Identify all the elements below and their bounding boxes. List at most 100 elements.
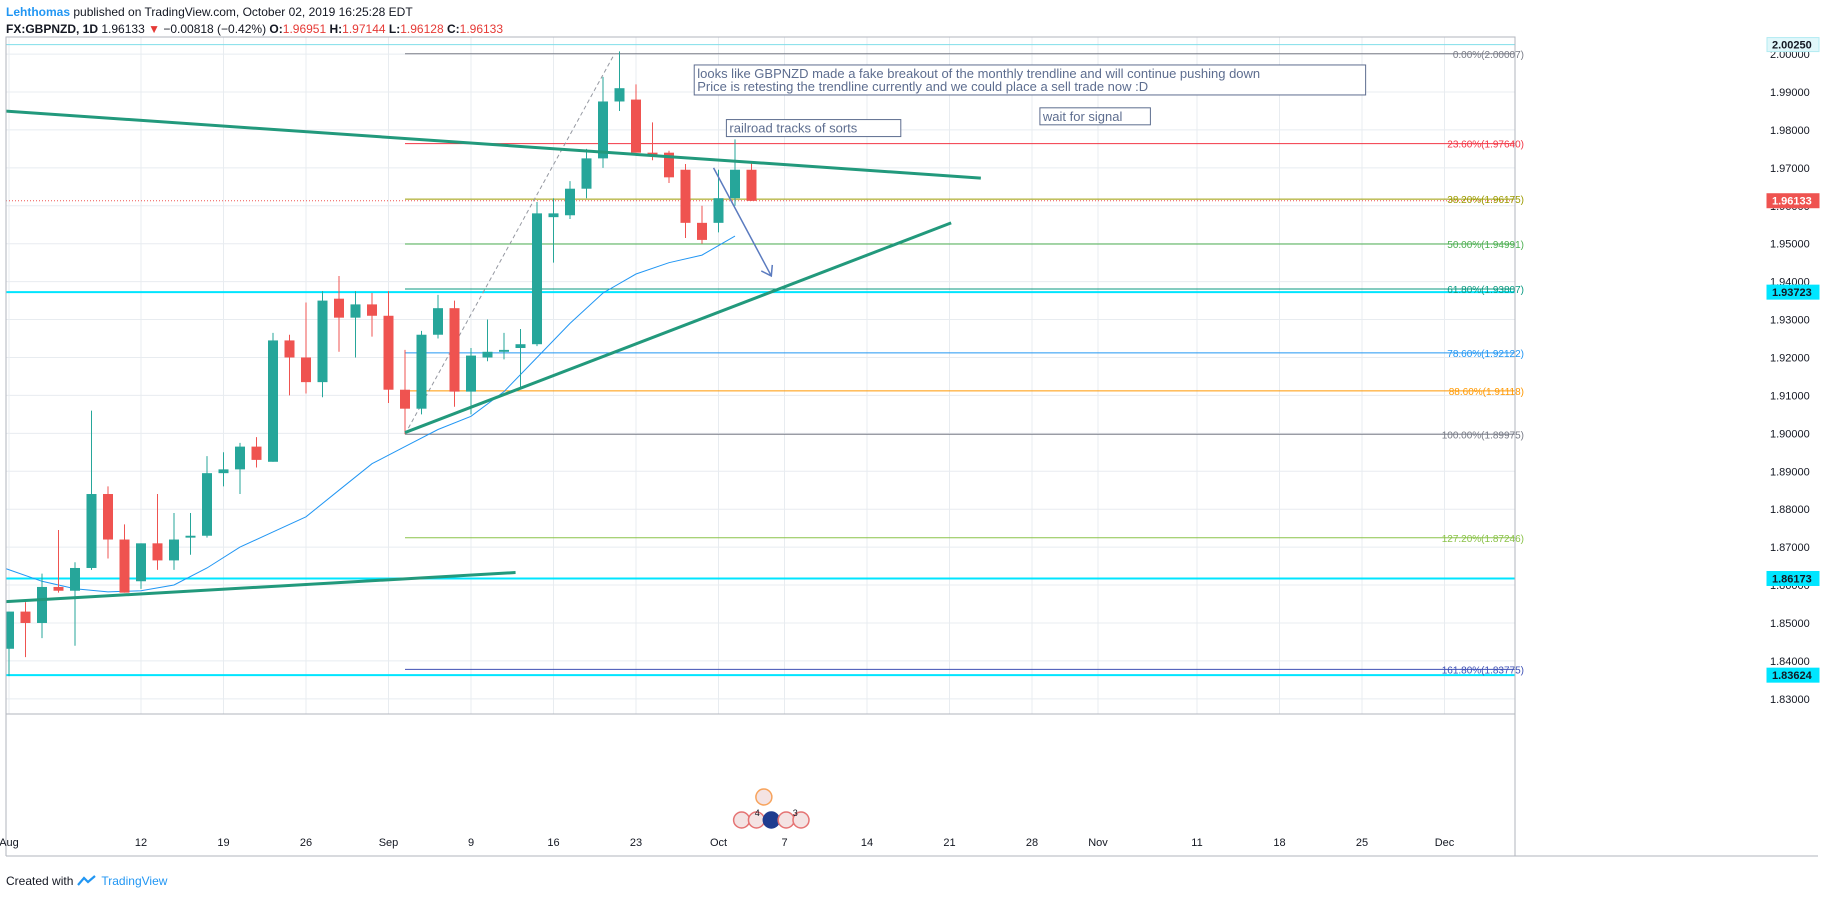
time-tick-label: 21 (943, 837, 955, 849)
tradingview-logo-icon (77, 875, 97, 886)
high-label: H: (329, 22, 343, 36)
arrow-head-icon (760, 264, 774, 278)
author-link[interactable]: Lehthomas (6, 5, 71, 19)
time-tick-label: 18 (1273, 837, 1285, 849)
candle-body (449, 308, 460, 392)
annotation-text: looks like GBPNZD made a fake breakout o… (697, 66, 1260, 81)
candle-body (6, 611, 14, 649)
candle-body (70, 567, 80, 591)
candle-body (482, 351, 493, 358)
candle-body (532, 213, 542, 345)
price-tick-label: 1.90000 (1770, 428, 1810, 440)
annotation-text: wait for signal (1042, 109, 1123, 124)
price-tag-label: 2.00250 (1772, 40, 1812, 52)
time-tick-label: Aug (0, 837, 19, 849)
event-count-label: 3 (793, 808, 798, 818)
candle-body (37, 586, 47, 623)
candle (37, 573, 47, 639)
candle (70, 562, 80, 646)
event-flag-icon (732, 811, 751, 829)
price-tick-label: 1.92000 (1770, 352, 1810, 364)
candle (746, 162, 757, 201)
candle (20, 602, 31, 658)
price-tick-label: 1.89000 (1770, 466, 1810, 478)
candle-body (680, 169, 691, 223)
price-tag: 2.00250 (1766, 37, 1820, 53)
candle-body (202, 473, 212, 536)
candle (152, 494, 163, 570)
price-tag-box (1766, 284, 1820, 300)
candle-body (746, 169, 757, 201)
annotation-box (725, 119, 902, 138)
price-tag-label: 1.93723 (1772, 287, 1812, 299)
price-tag-box (1766, 193, 1820, 209)
arrow-shaft (712, 167, 772, 277)
candle (136, 543, 146, 589)
candle (416, 330, 427, 415)
candle (301, 302, 311, 394)
candle (433, 294, 443, 339)
time-tick-label: 25 (1356, 837, 1368, 849)
time-tick-label: 19 (217, 837, 229, 849)
price-tag-label: 1.83624 (1772, 670, 1813, 682)
time-tick-label: 7 (781, 837, 787, 849)
low-label: L: (388, 22, 401, 36)
price-tag: 1.83624 (1766, 667, 1820, 683)
candle (482, 319, 493, 362)
candle-body (119, 539, 130, 593)
candle (499, 332, 509, 360)
candle (119, 524, 130, 593)
candle (202, 456, 212, 538)
candle-body (631, 99, 641, 153)
price-tag-box (1766, 667, 1820, 683)
time-tick-label: Dec (1435, 837, 1455, 849)
candle-body (400, 389, 410, 409)
candle (730, 139, 740, 206)
close-label: C: (446, 22, 460, 36)
price-tick-label: 1.93000 (1770, 315, 1810, 327)
last-value: 1.96133 (101, 22, 145, 36)
tradingview-link[interactable]: TradingView (101, 874, 168, 888)
candle-body (416, 334, 427, 409)
annotation-text: railroad tracks of sorts (729, 121, 857, 136)
price-tick-label: 1.98000 (1770, 125, 1810, 137)
candle-body (251, 446, 262, 460)
time-tick-label: 12 (135, 837, 147, 849)
down-arrow-icon: ▼ (148, 22, 160, 36)
annotation-note-wait: wait for signal (1039, 107, 1151, 126)
candle-body (383, 315, 394, 390)
fib-level-label: 38.20%(1.96175) (1447, 195, 1524, 206)
low-value: 1.96128 (400, 22, 444, 36)
open-label: O: (269, 22, 283, 36)
candle (466, 348, 476, 415)
fib-level-label: 50.00%(1.94991) (1447, 240, 1524, 251)
fib-level-label: 0.00%(2.00007) (1453, 50, 1524, 61)
time-tick-label: 26 (300, 837, 312, 849)
fib-level-label: 78.60%(1.92122) (1447, 349, 1524, 360)
price-tick-label: 1.91000 (1770, 390, 1810, 402)
candle-body (581, 158, 592, 189)
price-axis: 2.000001.990001.980001.970001.960001.950… (1766, 37, 1820, 706)
publish-header: Lehthomas published on TradingView.com, … (6, 4, 413, 20)
candle (532, 201, 542, 347)
candle (449, 300, 460, 407)
time-tick-label: Nov (1088, 837, 1108, 849)
candle-body (284, 340, 295, 358)
footer: Created with TradingView (6, 873, 167, 889)
time-tick-label: 16 (547, 837, 559, 849)
candle (367, 293, 377, 337)
candle (169, 512, 179, 570)
candle-body (548, 213, 559, 218)
grid (6, 37, 1515, 714)
price-tick-label: 1.84000 (1770, 656, 1810, 668)
candle (251, 437, 262, 468)
candle-body (730, 169, 740, 199)
candle (284, 334, 295, 396)
event-flag-icon (755, 788, 773, 806)
candle-body (664, 152, 674, 178)
symbol-interval[interactable]: FX:GBPNZD, 1D (6, 22, 99, 36)
open-value: 1.96951 (282, 22, 327, 36)
candle-body (136, 543, 146, 582)
candle-body (367, 304, 377, 316)
